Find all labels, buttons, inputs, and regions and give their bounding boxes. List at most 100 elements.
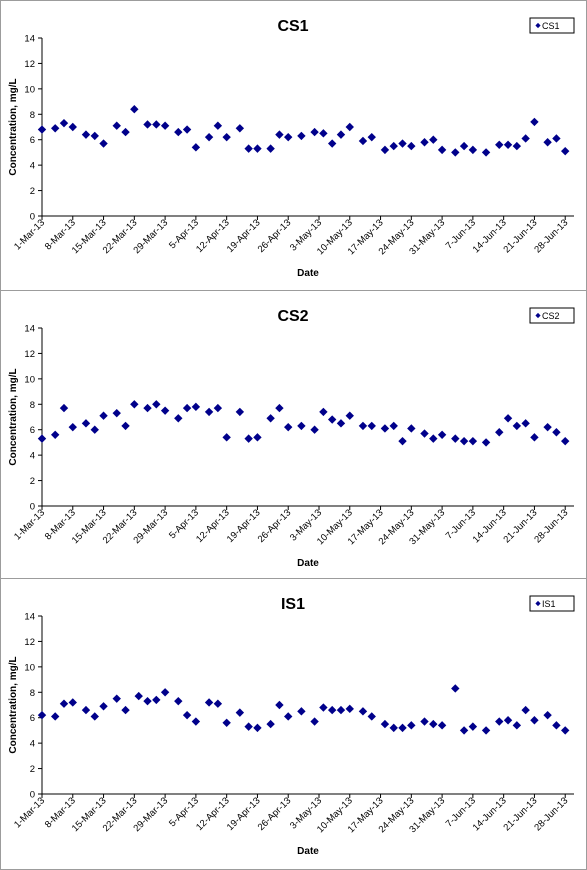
chart-cs2: CS2024681012141-Mar-138-Mar-1315-Mar-132… <box>8 307 575 569</box>
data-point <box>275 130 284 139</box>
y-tick-label: 14 <box>24 34 35 45</box>
data-point <box>336 705 346 715</box>
data-point <box>389 723 398 733</box>
data-point <box>437 145 447 155</box>
data-point <box>99 139 108 148</box>
data-point <box>521 419 530 428</box>
data-point <box>543 138 552 147</box>
chart-panel-is1: IS1 0 2 4 6 8 10 12 14 1-Mar-13 8-Mar-13 15-Mar-13 2… <box>0 578 587 870</box>
data-point <box>345 411 354 420</box>
data-point <box>459 141 469 151</box>
data-point <box>244 722 253 731</box>
data-point <box>437 721 447 730</box>
data-point <box>152 400 161 409</box>
y-tick-label: 10 <box>24 662 35 673</box>
data-point <box>297 421 306 431</box>
data-point <box>407 721 416 730</box>
data-point <box>50 430 60 439</box>
data-point <box>358 136 368 146</box>
y-tick-label: 2 <box>30 186 35 197</box>
data-point <box>297 131 306 141</box>
data-point <box>310 425 319 434</box>
data-point <box>398 139 407 148</box>
x-tick-label: 1-Mar-13 <box>12 217 47 252</box>
data-point <box>437 430 447 439</box>
data-point <box>398 436 407 446</box>
chart-title: CS2 <box>277 308 308 325</box>
data-point <box>160 406 170 415</box>
data-point <box>407 424 416 433</box>
data-point <box>319 407 328 417</box>
data-point <box>398 723 407 733</box>
data-point <box>503 414 513 423</box>
data-point <box>191 143 201 152</box>
data-point <box>468 722 478 731</box>
data-point <box>213 121 223 130</box>
data-point <box>160 688 170 697</box>
x-tick-label: 28-Jun-13 <box>532 217 570 255</box>
chart-panel-cs1: CS1 0 2 4 6 8 10 12 14 1-Mar-13 8-Mar-13 15-Mar-13 2… <box>0 0 587 291</box>
data-point <box>37 125 47 134</box>
data-point <box>367 132 376 142</box>
data-point <box>503 716 513 725</box>
data-point <box>319 703 328 712</box>
y-tick-label: 4 <box>30 161 35 172</box>
y-tick-label: 14 <box>24 324 35 335</box>
data-point <box>253 433 262 442</box>
x-tick-label: 26-Apr-13 <box>256 507 294 545</box>
data-point <box>235 124 245 133</box>
data-point <box>512 721 522 730</box>
data-point <box>121 421 130 431</box>
data-point <box>121 705 130 715</box>
y-tick-label: 8 <box>30 400 35 411</box>
legend-label: CS1 <box>542 21 560 31</box>
data-point <box>121 127 130 137</box>
data-point <box>380 719 390 729</box>
data-point <box>222 718 231 727</box>
data-point <box>345 122 354 132</box>
data-point <box>59 118 69 128</box>
data-point <box>459 436 469 446</box>
chart-title: CS1 <box>277 18 308 35</box>
data-point <box>327 705 337 715</box>
data-point <box>81 705 91 715</box>
data-point <box>481 148 491 157</box>
data-point <box>512 421 522 431</box>
data-point <box>530 716 539 725</box>
data-point <box>468 436 478 446</box>
data-point <box>204 132 214 142</box>
data-point <box>99 411 108 420</box>
data-point <box>495 428 504 437</box>
x-tick-label: 1-Mar-13 <box>12 795 47 830</box>
data-point <box>561 726 570 735</box>
data-point <box>451 684 460 693</box>
chart-title: IS1 <box>281 596 305 613</box>
y-tick-label: 12 <box>24 637 35 648</box>
data-point <box>235 708 245 717</box>
y-tick-label: 6 <box>30 425 35 436</box>
data-point <box>204 407 214 417</box>
legend-box <box>529 595 575 612</box>
data-point <box>90 131 99 141</box>
data-point <box>512 141 522 151</box>
x-tick-label: 28-Jun-13 <box>532 507 570 545</box>
data-point <box>429 719 438 729</box>
data-point <box>310 127 319 137</box>
data-point <box>275 403 284 413</box>
data-point <box>90 712 99 721</box>
data-point <box>143 403 152 413</box>
y-tick-label: 2 <box>30 476 35 487</box>
y-tick-label: 4 <box>30 739 35 750</box>
data-point <box>552 721 561 730</box>
data-point <box>561 146 570 156</box>
data-point <box>130 105 139 114</box>
data-point <box>266 414 275 423</box>
data-point <box>495 140 504 149</box>
legend-marker <box>535 312 541 319</box>
data-point <box>59 699 69 708</box>
data-point <box>182 710 192 720</box>
y-tick-label: 14 <box>24 612 35 623</box>
data-point <box>204 698 214 707</box>
data-point <box>451 434 460 443</box>
data-point <box>407 141 416 151</box>
